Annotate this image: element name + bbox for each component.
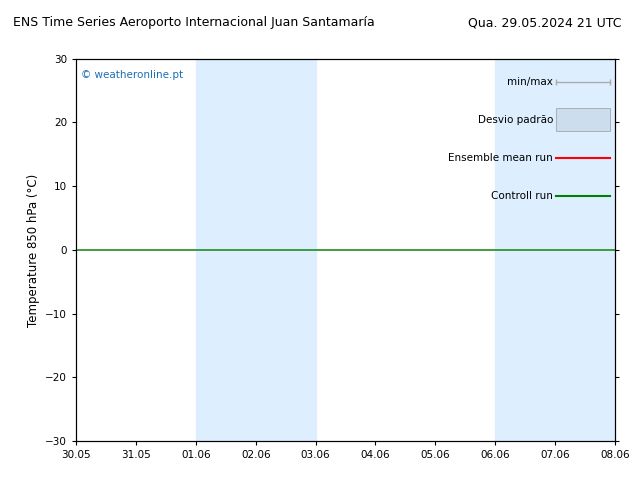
Text: © weatheronline.pt: © weatheronline.pt [81,70,184,80]
Text: Qua. 29.05.2024 21 UTC: Qua. 29.05.2024 21 UTC [468,16,621,29]
Text: Desvio padrão: Desvio padrão [477,115,553,125]
Text: Ensemble mean run: Ensemble mean run [448,153,553,163]
Text: min/max: min/max [507,77,553,87]
Text: ENS Time Series Aeroporto Internacional Juan Santamaría: ENS Time Series Aeroporto Internacional … [13,16,375,29]
Bar [196,59,316,441]
Bar [495,59,615,441]
Text: Controll run: Controll run [491,192,553,201]
Y-axis label: Temperature 850 hPa (°C): Temperature 850 hPa (°C) [27,173,39,326]
FancyBboxPatch shape [555,108,610,131]
